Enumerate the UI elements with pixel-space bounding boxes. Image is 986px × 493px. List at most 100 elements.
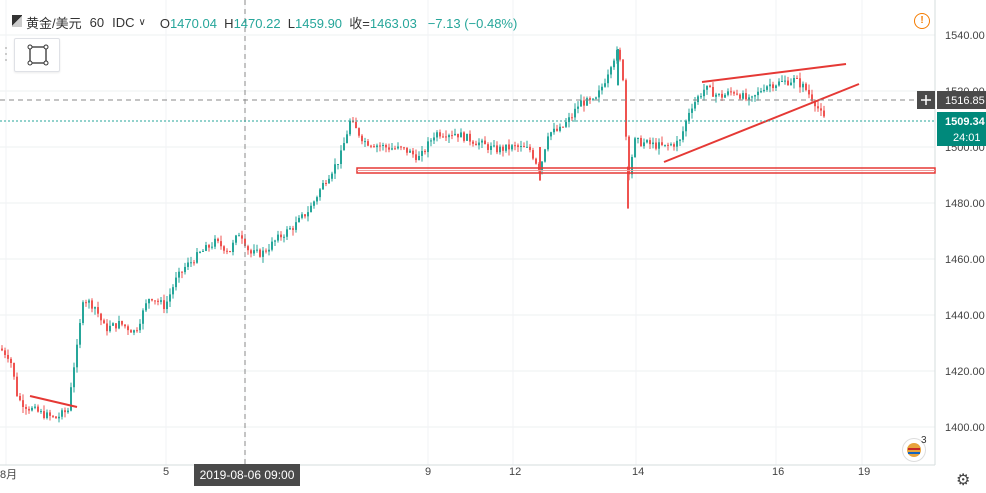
candle-body xyxy=(193,262,195,264)
candle-body xyxy=(820,108,822,111)
candle-body xyxy=(463,132,465,141)
candle-body xyxy=(343,143,345,151)
events-badge-icon[interactable]: 3 xyxy=(902,435,927,462)
candle-body xyxy=(199,251,201,253)
candle-body xyxy=(802,83,804,88)
candle-body xyxy=(433,137,435,141)
candle-body xyxy=(610,67,612,75)
crosshair-time-label: 2019-08-06 09:00 xyxy=(194,464,300,486)
candle-body xyxy=(7,354,9,359)
candle-body xyxy=(397,146,399,149)
price-tick-label: 1480.00 xyxy=(945,198,985,210)
candle-body xyxy=(376,145,378,148)
candle-body xyxy=(718,93,720,95)
candle-body xyxy=(592,98,594,100)
candle-body xyxy=(640,137,642,147)
wedge-lower-line[interactable] xyxy=(663,83,860,163)
candle-body xyxy=(280,234,282,238)
wedge-upper-line[interactable] xyxy=(701,63,847,83)
candle-body xyxy=(346,134,348,144)
candle-body xyxy=(445,136,447,138)
candle-body xyxy=(544,149,546,162)
candle-body xyxy=(646,140,648,143)
candle-body xyxy=(775,85,777,89)
candle-body xyxy=(595,97,597,99)
candle-body xyxy=(19,395,21,401)
candle-body xyxy=(409,150,411,153)
candle-body xyxy=(604,83,606,87)
time-tick-9: 9 xyxy=(425,466,432,478)
ohlc-values: O1470.04 H1470.22 L1459.90 收=1463.03 −7.… xyxy=(160,13,518,32)
candle-body xyxy=(202,250,204,252)
candle-body xyxy=(25,406,27,409)
candle-body xyxy=(541,161,543,171)
candle-body xyxy=(394,148,396,150)
source-label[interactable]: IDC xyxy=(112,14,135,30)
candle-body xyxy=(181,271,183,273)
candle-body xyxy=(697,96,699,103)
candle-body xyxy=(682,131,684,140)
candle-body xyxy=(286,229,288,237)
settings-gear-icon[interactable]: ⚙ xyxy=(956,472,971,489)
high-label: H xyxy=(224,15,234,31)
candle-body xyxy=(244,238,246,247)
symbol-header: 黄金/美元 60 IDC ∨ O1470.04 H1470.22 L1459.9… xyxy=(0,10,517,34)
candle-body xyxy=(316,197,318,202)
candle-body xyxy=(169,294,171,302)
candle-body xyxy=(658,142,660,149)
candle-body xyxy=(457,133,459,138)
candle-body xyxy=(532,150,534,159)
symbol-name[interactable]: 黄金/美元 xyxy=(26,15,82,31)
candle-body xyxy=(109,325,111,332)
candle-body xyxy=(412,150,414,155)
candle-body xyxy=(166,301,168,310)
last-price-label: 1509.34 xyxy=(945,116,986,128)
candle-body xyxy=(574,108,576,118)
toolbar-grip-icon[interactable] xyxy=(4,38,8,70)
candle-body xyxy=(238,235,240,237)
time-tick-12: 12 xyxy=(509,466,522,478)
trendline-early[interactable] xyxy=(29,395,78,408)
candle-body xyxy=(421,150,423,156)
candle-body xyxy=(709,85,711,88)
candle-body xyxy=(469,133,471,142)
candle-body xyxy=(256,249,258,251)
candle-body xyxy=(529,146,531,151)
candle-body xyxy=(679,139,681,141)
candle-body xyxy=(490,145,492,150)
chevron-down-icon[interactable]: ∨ xyxy=(138,16,146,28)
candle-body xyxy=(448,135,450,138)
candle-body xyxy=(715,94,717,97)
candle-body xyxy=(520,146,522,148)
candle-body xyxy=(478,142,480,146)
candle-body xyxy=(625,80,627,137)
candle-body xyxy=(49,412,51,416)
candle-body xyxy=(220,241,222,247)
drawing-toolbar[interactable] xyxy=(14,38,60,72)
time-tick-16: 16 xyxy=(772,466,785,478)
candle-body xyxy=(724,94,726,98)
interval-label[interactable]: 60 xyxy=(89,14,105,30)
candle-body xyxy=(283,236,285,238)
candle-body xyxy=(130,330,132,333)
candle-body xyxy=(64,410,66,413)
candle-body xyxy=(331,173,333,179)
candle-body xyxy=(568,117,570,123)
candle-body xyxy=(589,98,591,100)
candle-body xyxy=(598,90,600,98)
alert-icon[interactable]: ! xyxy=(914,13,930,29)
change-value: −7.13 (−0.48%) xyxy=(427,15,518,31)
candle-body xyxy=(742,93,744,99)
crosshair-plus-icon[interactable] xyxy=(917,91,935,109)
candle-body xyxy=(160,300,162,302)
high-value: 1470.22 xyxy=(233,15,281,31)
candle-body xyxy=(319,189,321,198)
drawing-tool-icon[interactable] xyxy=(15,39,59,71)
candle-body xyxy=(121,320,123,325)
open-label: O xyxy=(159,15,170,31)
candle-body xyxy=(292,228,294,230)
candle-body xyxy=(790,82,792,86)
crosshair-price-label: 1516.85 xyxy=(945,95,985,107)
drawings[interactable] xyxy=(29,63,936,408)
